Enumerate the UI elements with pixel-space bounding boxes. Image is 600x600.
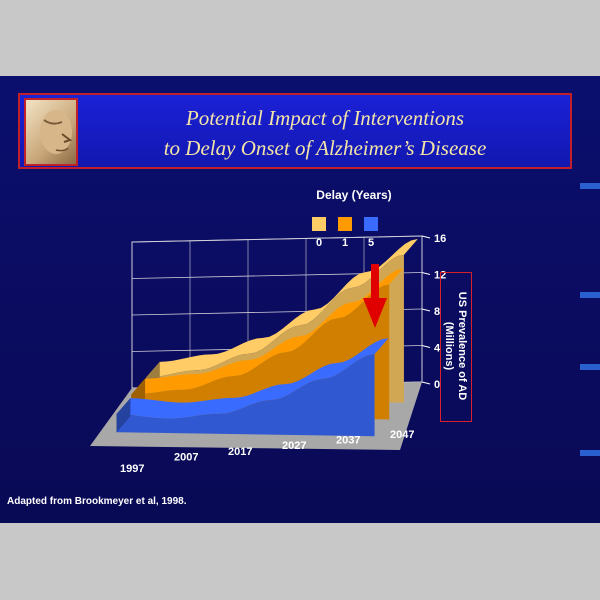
page-title: Potential Impact of Interventions to Del… <box>80 103 570 163</box>
deco-stripe <box>580 450 600 456</box>
series-0-surface <box>145 238 418 378</box>
series-1-surface <box>131 268 404 395</box>
x-tick-label: 2007 <box>174 451 198 463</box>
legend-title: Delay (Years) <box>316 188 392 202</box>
y-tick <box>421 235 431 239</box>
x-tick-label: 2037 <box>336 435 360 447</box>
series-5-cap <box>116 398 131 433</box>
slide-background: Potential Impact of Interventions to Del… <box>0 76 600 523</box>
down-arrow-icon <box>363 298 387 328</box>
legend-swatch-1 <box>338 217 352 231</box>
x-tick-label: 1997 <box>120 463 144 475</box>
series-5-surface <box>116 338 389 419</box>
deco-stripe <box>580 364 600 370</box>
y-tick <box>421 272 431 275</box>
y-tick <box>421 308 431 312</box>
face-icon <box>40 110 73 154</box>
deco-stripe <box>580 292 600 298</box>
portrait-image <box>24 98 78 166</box>
title-banner: Potential Impact of Interventions to Del… <box>18 93 572 169</box>
series-5-face <box>116 354 375 437</box>
y-tick <box>421 345 431 348</box>
x-tick-label: 2047 <box>390 429 414 441</box>
x-tick-label: 2027 <box>282 440 306 452</box>
footnote: Adapted from Brookmeyer et al, 1998. <box>7 496 187 507</box>
legend-label-1: 1 <box>341 237 349 249</box>
y-tick-label: 4 <box>434 343 441 355</box>
legend-swatch-5 <box>364 217 378 231</box>
x-tick-label: 2017 <box>228 446 252 458</box>
title-line-1: Potential Impact of Interventions <box>185 106 465 130</box>
deco-stripe <box>580 183 600 189</box>
y-axis-label: US Prevalence of AD (Millions) <box>443 291 468 401</box>
legend-swatch-0 <box>312 217 326 231</box>
y-tick-label: 16 <box>434 233 446 245</box>
gridline <box>131 235 423 243</box>
arrow-shaft <box>371 264 379 300</box>
legend-label-0: 0 <box>315 237 323 249</box>
title-line-2: to Delay Onset of Alzheimer’s Disease <box>163 136 487 160</box>
ylabel-box <box>440 272 472 422</box>
y-tick <box>421 381 431 385</box>
legend-label-5: 5 <box>367 237 375 249</box>
y-tick-label: 0 <box>434 379 440 391</box>
y-tick-label: 8 <box>434 306 440 318</box>
